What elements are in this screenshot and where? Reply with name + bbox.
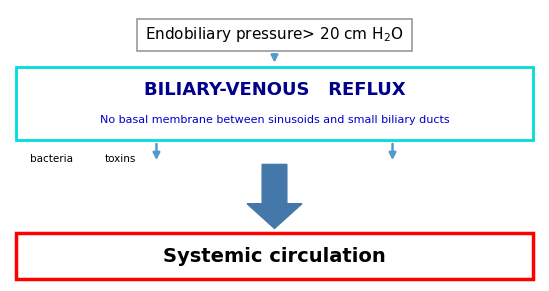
Text: toxins: toxins xyxy=(104,154,136,164)
FancyArrow shape xyxy=(247,164,302,228)
FancyBboxPatch shape xyxy=(137,19,412,51)
Text: No basal membrane between sinusoids and small biliary ducts: No basal membrane between sinusoids and … xyxy=(100,115,449,125)
Text: Systemic circulation: Systemic circulation xyxy=(163,246,386,266)
Text: Endobiliary pressure> 20 cm H$_2$O: Endobiliary pressure> 20 cm H$_2$O xyxy=(145,25,404,45)
Text: BILIARY-VENOUS   REFLUX: BILIARY-VENOUS REFLUX xyxy=(144,81,405,99)
FancyBboxPatch shape xyxy=(16,233,533,279)
FancyBboxPatch shape xyxy=(16,67,533,140)
Text: bacteria: bacteria xyxy=(30,154,73,164)
